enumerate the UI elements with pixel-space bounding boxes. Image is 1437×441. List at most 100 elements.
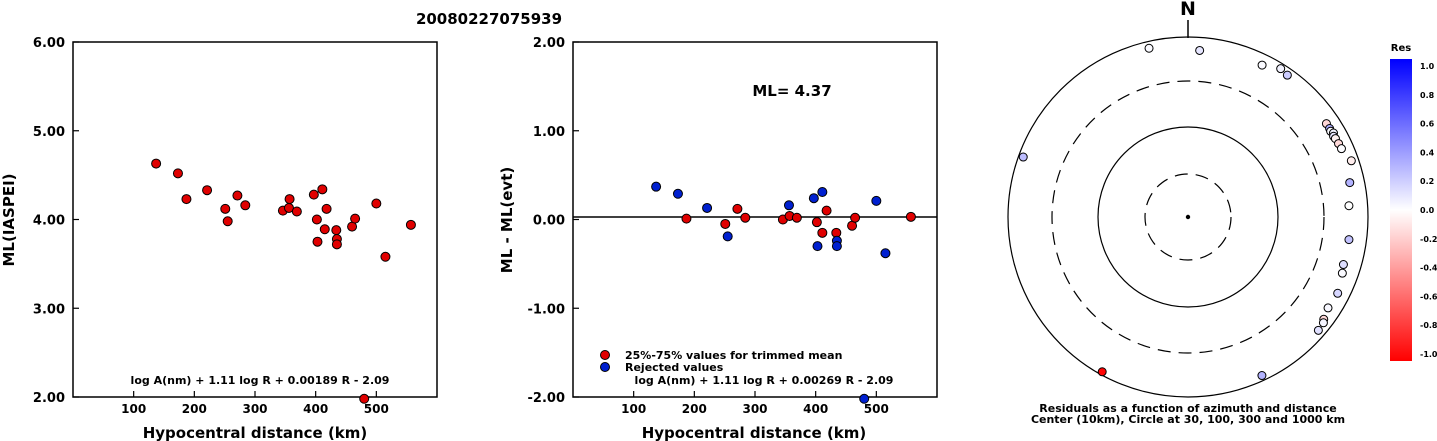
- station-marker: [1257, 60, 1267, 70]
- data-point: [291, 206, 302, 217]
- colorbar-gradient: [1390, 59, 1412, 361]
- data-point: [371, 198, 382, 209]
- data-point: [905, 211, 916, 222]
- colorbar-tick-label: 0.6: [1420, 120, 1435, 129]
- data-point: [821, 205, 832, 216]
- data-point: [317, 184, 328, 195]
- station-marker: [1097, 367, 1107, 377]
- station-marker: [1313, 325, 1323, 335]
- station-marker: [1338, 260, 1348, 270]
- x-tick-label: 200: [682, 402, 707, 416]
- station-marker: [1336, 144, 1346, 154]
- data-point: [808, 193, 819, 204]
- ring-30km: [1144, 173, 1232, 261]
- station-marker: [1195, 45, 1205, 55]
- y-tick-label: -2.00: [528, 391, 565, 406]
- ml-iaspei-panel: 100 200 300 400 500 2.00 3.00 4.00 5.00 6.00 log …: [0, 36, 438, 441]
- data-point: [817, 227, 828, 238]
- x-tick-label: 400: [803, 402, 828, 416]
- station-marker: [1344, 235, 1354, 245]
- station-marker: [1018, 152, 1028, 162]
- data-point: [791, 212, 802, 223]
- colorbar-tick-label: 0.8: [1420, 91, 1435, 100]
- data-point: [405, 219, 416, 230]
- data-point: [720, 218, 731, 229]
- colorbar-tick-label: -0.8: [1420, 321, 1437, 330]
- polar-caption-line-1: Residuals as a function of azimuth and d…: [1039, 402, 1336, 415]
- ml-value-annotation: ML= 4.37: [752, 82, 831, 100]
- data-point: [312, 236, 323, 247]
- data-point: [350, 213, 361, 224]
- y-tick-label: 5.00: [33, 125, 65, 140]
- y-tick-label: 6.00: [33, 36, 65, 51]
- data-point: [222, 216, 233, 227]
- station-marker: [1323, 303, 1333, 313]
- data-point: [359, 393, 370, 404]
- data-point: [331, 239, 342, 250]
- data-point: [240, 200, 251, 211]
- data-point: [181, 194, 192, 205]
- ml-residual-x-axis-label: Hypocentral distance (km): [642, 424, 867, 441]
- x-tick-label: 300: [242, 402, 267, 416]
- polar-caption-line-2: Center (10km), Circle at 30, 100, 300 an…: [1031, 413, 1345, 426]
- ml-residual-formula: log A(nm) + 1.11 log R + 0.00269 R - 2.0…: [635, 374, 894, 387]
- colorbar-tick-label: -0.4: [1420, 264, 1437, 273]
- colorbar-tick-label: -0.6: [1420, 292, 1437, 301]
- y-tick-label: 3.00: [33, 302, 65, 317]
- data-point: [812, 241, 823, 252]
- colorbar-tick-label: 0.2: [1420, 177, 1434, 186]
- data-point: [811, 217, 822, 228]
- data-point: [850, 212, 861, 223]
- epicenter-dot: [1185, 214, 1191, 220]
- ml-iaspei-plot-frame: [72, 41, 438, 398]
- data-point: [732, 203, 743, 214]
- ml-iaspei-formula: log A(nm) + 1.11 log R + 0.00189 R - 2.0…: [131, 374, 390, 387]
- data-point: [321, 203, 332, 214]
- ml-residual-axis-ticks: 100 200 300 400 500 -2.00 -1.00 0.00 1.00 2.00: [528, 36, 889, 416]
- legend-trimmed-label: 25%-75% values for trimmed mean: [625, 349, 842, 362]
- station-marker: [1282, 70, 1292, 80]
- ml-iaspei-x-axis-label: Hypocentral distance (km): [143, 424, 368, 441]
- legend-trimmed-marker: [600, 350, 610, 360]
- data-point: [284, 194, 295, 205]
- north-label: N: [1180, 0, 1196, 20]
- data-point: [651, 181, 662, 192]
- data-point: [831, 241, 842, 252]
- station-markers: [1018, 43, 1356, 381]
- data-point: [172, 168, 183, 179]
- colorbar-tick-label: 0.0: [1420, 206, 1435, 215]
- colorbar-title: Res: [1391, 43, 1411, 54]
- data-point: [220, 203, 231, 214]
- x-tick-label: 400: [303, 402, 328, 416]
- colorbar-tick-label: 0.4: [1420, 148, 1435, 157]
- station-marker: [1318, 318, 1328, 328]
- ring-100km: [1097, 126, 1279, 308]
- station-marker: [1337, 268, 1347, 278]
- ml-iaspei-axis-ticks: 100 200 300 400 500 2.00 3.00 4.00 5.00 6.00: [33, 36, 389, 416]
- data-point: [859, 393, 870, 404]
- ml-iaspei-points: [151, 158, 416, 404]
- y-tick-label: 2.00: [533, 36, 565, 51]
- y-tick-label: 4.00: [33, 214, 65, 229]
- colorbar-tick-label: -0.2: [1420, 235, 1437, 244]
- station-marker: [1276, 64, 1286, 74]
- data-point: [783, 200, 794, 211]
- station-marker: [1346, 156, 1356, 166]
- data-point: [380, 251, 391, 262]
- data-point: [740, 212, 751, 223]
- residual-colorbar: Res 1.0 0.8 0.6 0.4 0.2 0.0 -0.2 -0.4 -0.6 -0.8 -1…: [1390, 43, 1437, 361]
- station-marker: [1333, 288, 1343, 298]
- x-tick-label: 500: [864, 402, 889, 416]
- data-point: [871, 195, 882, 206]
- ring-300km: [1051, 80, 1325, 354]
- data-point: [311, 214, 322, 225]
- station-marker: [1345, 178, 1355, 188]
- y-tick-label: -1.00: [528, 302, 565, 317]
- data-point: [722, 231, 733, 242]
- x-tick-label: 100: [621, 402, 646, 416]
- data-point: [232, 190, 243, 201]
- station-marker: [1144, 43, 1154, 53]
- y-tick-label: 1.00: [533, 125, 565, 140]
- station-marker: [1257, 371, 1267, 381]
- ml-residual-y-axis-label: ML - ML(evt): [498, 167, 516, 273]
